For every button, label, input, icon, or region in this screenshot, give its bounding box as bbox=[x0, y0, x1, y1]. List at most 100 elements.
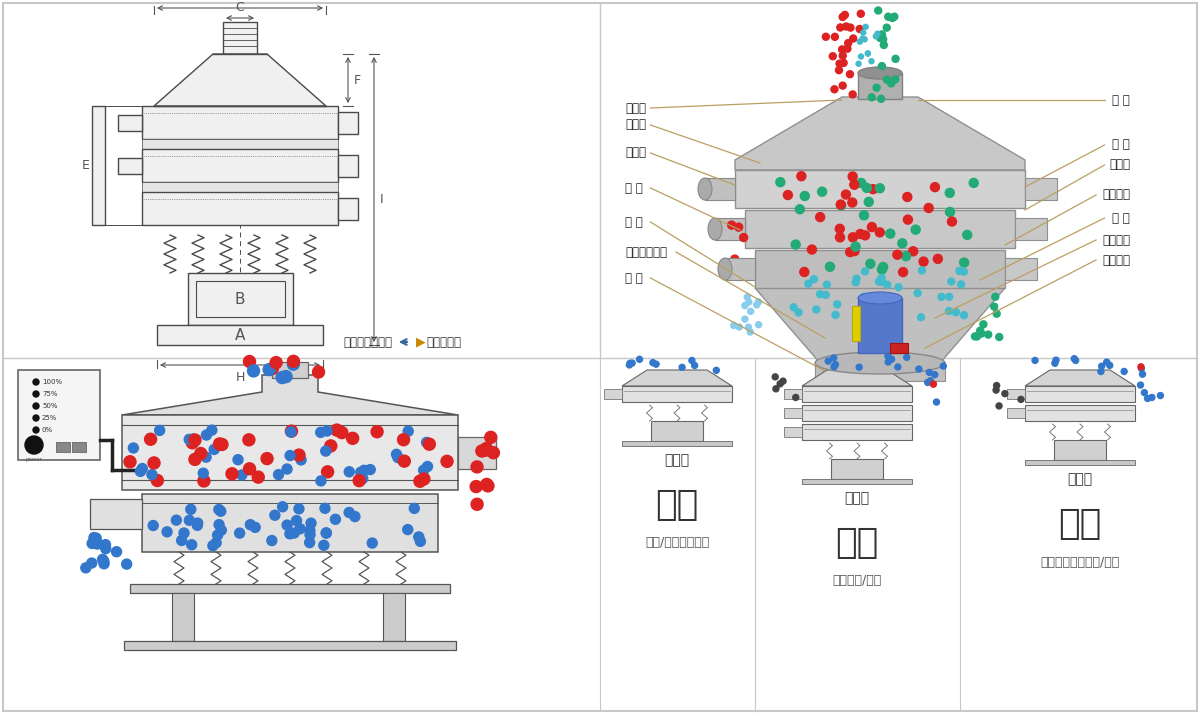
Circle shape bbox=[742, 316, 748, 322]
Circle shape bbox=[877, 34, 883, 41]
Text: ▶: ▶ bbox=[416, 336, 426, 348]
Circle shape bbox=[193, 518, 203, 528]
Bar bbox=[1025, 386, 1135, 402]
Circle shape bbox=[847, 24, 854, 31]
Circle shape bbox=[839, 52, 846, 59]
Text: 加重块: 加重块 bbox=[1109, 159, 1130, 171]
Circle shape bbox=[270, 511, 280, 521]
Circle shape bbox=[834, 301, 841, 308]
Circle shape bbox=[198, 475, 210, 487]
Circle shape bbox=[242, 434, 254, 446]
Circle shape bbox=[286, 427, 296, 437]
Polygon shape bbox=[734, 97, 1025, 170]
Circle shape bbox=[306, 518, 316, 528]
Text: 下部重锤: 下部重锤 bbox=[1102, 253, 1130, 266]
Polygon shape bbox=[122, 375, 458, 415]
Circle shape bbox=[863, 37, 868, 42]
Circle shape bbox=[365, 465, 376, 475]
Polygon shape bbox=[154, 54, 326, 106]
Circle shape bbox=[485, 431, 497, 443]
Circle shape bbox=[895, 283, 902, 291]
Bar bbox=[72, 442, 86, 452]
Circle shape bbox=[946, 188, 954, 197]
Circle shape bbox=[830, 364, 836, 370]
Circle shape bbox=[860, 30, 865, 35]
Circle shape bbox=[418, 473, 430, 485]
Bar bbox=[784, 408, 802, 418]
Circle shape bbox=[1054, 357, 1060, 363]
Circle shape bbox=[832, 34, 839, 40]
Circle shape bbox=[276, 371, 288, 383]
Circle shape bbox=[282, 520, 292, 530]
Circle shape bbox=[859, 211, 869, 220]
Circle shape bbox=[263, 363, 275, 376]
Circle shape bbox=[852, 279, 859, 286]
Circle shape bbox=[214, 438, 226, 450]
Circle shape bbox=[748, 308, 754, 314]
Circle shape bbox=[277, 502, 288, 512]
Text: 筛 网: 筛 网 bbox=[1112, 94, 1130, 106]
Bar bbox=[157, 325, 323, 345]
Circle shape bbox=[810, 276, 817, 283]
Circle shape bbox=[931, 371, 937, 378]
Circle shape bbox=[691, 363, 697, 368]
Circle shape bbox=[860, 36, 865, 41]
Circle shape bbox=[305, 530, 316, 540]
Text: 网 架: 网 架 bbox=[1112, 139, 1130, 151]
Bar bbox=[172, 593, 194, 641]
Circle shape bbox=[889, 14, 896, 21]
Text: D: D bbox=[235, 0, 245, 3]
Circle shape bbox=[860, 293, 868, 300]
Circle shape bbox=[869, 59, 874, 64]
Bar bbox=[1007, 389, 1025, 399]
Circle shape bbox=[856, 229, 865, 238]
Circle shape bbox=[482, 480, 494, 492]
Ellipse shape bbox=[858, 67, 902, 79]
Circle shape bbox=[206, 425, 217, 435]
Circle shape bbox=[172, 516, 181, 526]
Circle shape bbox=[877, 265, 887, 274]
Circle shape bbox=[91, 533, 101, 543]
Circle shape bbox=[886, 229, 895, 238]
Circle shape bbox=[946, 293, 953, 301]
Circle shape bbox=[756, 299, 762, 305]
Bar bbox=[272, 362, 308, 378]
Circle shape bbox=[784, 191, 792, 199]
Circle shape bbox=[1148, 394, 1154, 401]
Bar bbox=[187, 273, 293, 325]
Circle shape bbox=[877, 96, 884, 102]
Bar bbox=[734, 170, 1025, 208]
Circle shape bbox=[887, 305, 893, 312]
Circle shape bbox=[187, 540, 197, 550]
Circle shape bbox=[977, 327, 984, 334]
Circle shape bbox=[858, 54, 864, 59]
Circle shape bbox=[941, 363, 947, 369]
Circle shape bbox=[149, 521, 158, 531]
Circle shape bbox=[185, 516, 194, 526]
Text: 防尘盖: 防尘盖 bbox=[625, 119, 646, 131]
Circle shape bbox=[744, 294, 750, 300]
Circle shape bbox=[829, 53, 836, 60]
Bar bbox=[338, 111, 358, 134]
Bar bbox=[338, 154, 358, 176]
Circle shape bbox=[739, 268, 748, 276]
Bar bbox=[142, 106, 338, 139]
Circle shape bbox=[244, 356, 256, 368]
Circle shape bbox=[422, 461, 432, 471]
Text: 去除异物/结块: 去除异物/结块 bbox=[833, 575, 882, 588]
Text: C: C bbox=[235, 1, 245, 14]
Circle shape bbox=[848, 233, 857, 242]
Circle shape bbox=[830, 86, 838, 93]
Circle shape bbox=[89, 533, 98, 543]
Circle shape bbox=[808, 245, 816, 254]
Bar bbox=[142, 494, 438, 552]
Text: H: H bbox=[235, 371, 245, 384]
Circle shape bbox=[112, 547, 121, 557]
Circle shape bbox=[863, 24, 868, 29]
Circle shape bbox=[359, 466, 370, 476]
Circle shape bbox=[911, 225, 920, 234]
Circle shape bbox=[415, 536, 425, 546]
Circle shape bbox=[778, 381, 784, 387]
Circle shape bbox=[877, 32, 884, 39]
Circle shape bbox=[1139, 366, 1145, 371]
